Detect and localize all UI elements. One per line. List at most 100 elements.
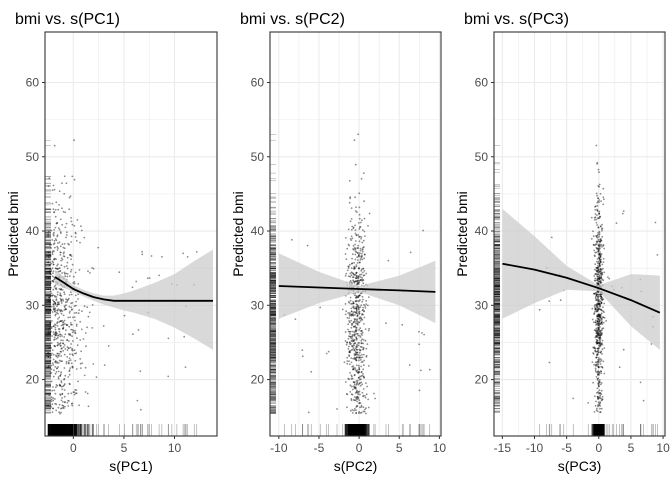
data-point <box>347 328 349 331</box>
data-point <box>598 278 601 281</box>
data-point <box>352 244 355 247</box>
data-point <box>358 366 360 369</box>
data-point <box>602 244 605 247</box>
data-point <box>356 400 358 403</box>
data-point <box>360 381 363 384</box>
data-point <box>356 404 358 407</box>
data-point <box>599 281 602 283</box>
data-point <box>68 312 71 314</box>
data-point <box>594 292 597 294</box>
data-point <box>538 308 541 311</box>
data-point <box>350 399 353 402</box>
data-point <box>58 228 61 231</box>
data-point <box>357 282 359 285</box>
data-point <box>56 361 58 363</box>
data-point <box>597 315 600 318</box>
data-point <box>68 333 71 336</box>
data-point <box>597 324 599 326</box>
data-point <box>56 301 59 304</box>
data-point <box>598 351 600 353</box>
data-point <box>598 339 601 342</box>
data-point <box>357 376 360 379</box>
data-point <box>65 182 68 185</box>
data-point <box>59 292 62 295</box>
data-point <box>353 268 356 270</box>
data-point <box>597 360 599 363</box>
data-point <box>595 330 597 332</box>
data-point <box>357 324 359 326</box>
data-point <box>597 322 599 325</box>
data-point <box>596 347 599 350</box>
data-point <box>186 256 189 258</box>
data-point <box>359 349 362 352</box>
data-point <box>595 308 597 310</box>
data-point <box>336 408 338 410</box>
data-point <box>602 244 605 246</box>
data-point <box>344 303 347 305</box>
data-point <box>356 345 359 347</box>
data-point <box>597 299 599 302</box>
data-point <box>361 353 363 356</box>
data-point <box>53 323 56 326</box>
data-point <box>597 397 599 399</box>
data-point <box>598 315 601 318</box>
data-point <box>353 262 355 264</box>
data-point <box>596 347 599 350</box>
data-point <box>572 397 575 400</box>
data-point <box>596 302 599 304</box>
data-point <box>595 298 598 301</box>
data-point <box>60 339 62 342</box>
data-point <box>598 264 601 267</box>
data-point <box>358 356 361 359</box>
data-point <box>600 268 602 271</box>
data-point <box>359 306 362 309</box>
data-point <box>351 340 354 343</box>
data-point <box>68 325 71 328</box>
data-point <box>358 376 360 379</box>
data-point <box>63 384 66 387</box>
data-point <box>595 409 598 411</box>
data-point <box>358 217 361 220</box>
data-point <box>352 248 354 250</box>
data-point <box>600 393 603 395</box>
data-point <box>60 288 62 291</box>
data-point <box>353 396 356 398</box>
data-point <box>597 392 600 395</box>
data-point <box>599 243 602 246</box>
data-point <box>59 412 61 415</box>
data-point <box>656 254 659 256</box>
data-point <box>365 347 368 350</box>
data-point <box>594 310 596 313</box>
data-point <box>55 386 57 389</box>
data-point <box>73 281 76 283</box>
data-point <box>59 333 61 336</box>
data-point <box>72 391 75 393</box>
data-point <box>54 302 57 305</box>
data-point <box>596 267 598 270</box>
data-point <box>352 313 354 316</box>
data-point <box>357 321 360 324</box>
data-point <box>601 398 604 401</box>
data-point <box>357 412 360 414</box>
data-point <box>597 233 599 236</box>
data-point <box>602 298 605 301</box>
data-point <box>596 391 598 394</box>
data-point <box>50 262 53 265</box>
data-point <box>349 332 351 335</box>
data-point <box>363 217 366 220</box>
data-point <box>596 275 599 278</box>
data-point <box>357 294 360 297</box>
data-point <box>362 406 365 409</box>
data-point <box>56 325 59 327</box>
data-point <box>593 329 596 331</box>
data-point <box>360 330 363 332</box>
data-point <box>359 273 361 276</box>
data-point <box>596 260 598 263</box>
data-point <box>358 328 360 331</box>
data-point <box>63 319 66 322</box>
data-point <box>359 412 362 414</box>
data-point <box>355 247 357 250</box>
data-point <box>359 382 361 384</box>
data-point <box>350 310 353 313</box>
data-point <box>146 277 149 280</box>
